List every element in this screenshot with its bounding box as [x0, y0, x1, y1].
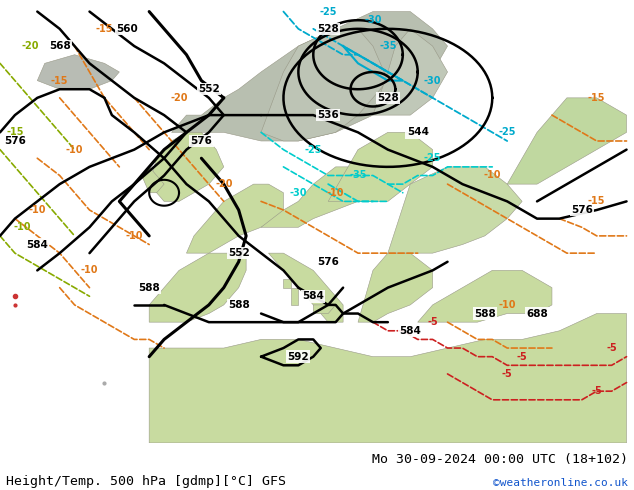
Polygon shape [37, 55, 119, 89]
Text: -35: -35 [349, 171, 367, 180]
Text: 568: 568 [49, 41, 70, 51]
Polygon shape [149, 314, 626, 443]
Text: -10: -10 [81, 266, 98, 275]
Text: 584: 584 [302, 291, 324, 301]
Text: 588: 588 [138, 283, 160, 293]
Text: 588: 588 [474, 309, 496, 318]
Polygon shape [388, 167, 522, 253]
Polygon shape [328, 132, 432, 201]
Text: -10: -10 [327, 188, 344, 198]
Text: 584: 584 [27, 240, 48, 249]
Polygon shape [283, 279, 291, 288]
Polygon shape [149, 253, 246, 322]
Text: -5: -5 [606, 343, 617, 353]
Text: -20: -20 [171, 93, 188, 103]
Text: ©weatheronline.co.uk: ©weatheronline.co.uk [493, 478, 628, 488]
Polygon shape [418, 270, 552, 322]
Text: -35: -35 [379, 41, 397, 51]
Text: -15: -15 [6, 127, 23, 137]
Polygon shape [373, 29, 448, 115]
Text: -5: -5 [502, 369, 512, 379]
Text: 528: 528 [377, 93, 399, 103]
Text: Height/Temp. 500 hPa [gdmp][°C] GFS: Height/Temp. 500 hPa [gdmp][°C] GFS [6, 474, 287, 488]
Text: 688: 688 [526, 309, 548, 318]
Text: -25: -25 [424, 153, 441, 163]
Text: -25: -25 [498, 127, 516, 137]
Text: -10: -10 [13, 222, 31, 232]
Text: -20: -20 [215, 179, 233, 189]
Text: 528: 528 [317, 24, 339, 34]
Text: 552: 552 [228, 248, 250, 258]
Text: -15: -15 [588, 93, 605, 103]
Polygon shape [507, 98, 626, 184]
Text: -15: -15 [96, 24, 113, 34]
Text: -25: -25 [320, 6, 337, 17]
Text: -20: -20 [21, 41, 39, 51]
Polygon shape [358, 253, 432, 322]
Text: 584: 584 [399, 326, 421, 336]
Text: -10: -10 [66, 145, 83, 155]
Text: 588: 588 [228, 300, 250, 310]
Polygon shape [291, 288, 299, 305]
Text: -5: -5 [517, 352, 527, 362]
Text: 536: 536 [317, 110, 339, 120]
Text: -10: -10 [498, 300, 516, 310]
Text: -10: -10 [126, 231, 143, 241]
Polygon shape [313, 305, 335, 314]
Text: -5: -5 [427, 317, 438, 327]
Text: 576: 576 [190, 136, 212, 146]
Text: -30: -30 [290, 188, 307, 198]
Text: -5: -5 [592, 386, 602, 396]
Text: 552: 552 [198, 84, 220, 94]
Text: -25: -25 [304, 145, 322, 155]
Text: -15: -15 [588, 196, 605, 206]
Polygon shape [149, 132, 224, 201]
Text: 576: 576 [4, 136, 26, 146]
Text: -30: -30 [364, 15, 382, 25]
Polygon shape [172, 12, 448, 141]
Polygon shape [142, 167, 164, 193]
Polygon shape [261, 167, 373, 227]
Polygon shape [186, 184, 283, 253]
Text: -10: -10 [484, 171, 501, 180]
Text: -30: -30 [424, 75, 441, 86]
Text: 592: 592 [288, 352, 309, 362]
Text: 576: 576 [571, 205, 593, 215]
Polygon shape [269, 253, 343, 322]
Text: -10: -10 [29, 205, 46, 215]
Text: 544: 544 [406, 127, 429, 137]
Polygon shape [261, 29, 388, 141]
Text: 560: 560 [116, 24, 138, 34]
Text: Mo 30-09-2024 00:00 UTC (18+102): Mo 30-09-2024 00:00 UTC (18+102) [372, 453, 628, 466]
Text: 576: 576 [317, 257, 339, 267]
Text: -15: -15 [51, 75, 68, 86]
